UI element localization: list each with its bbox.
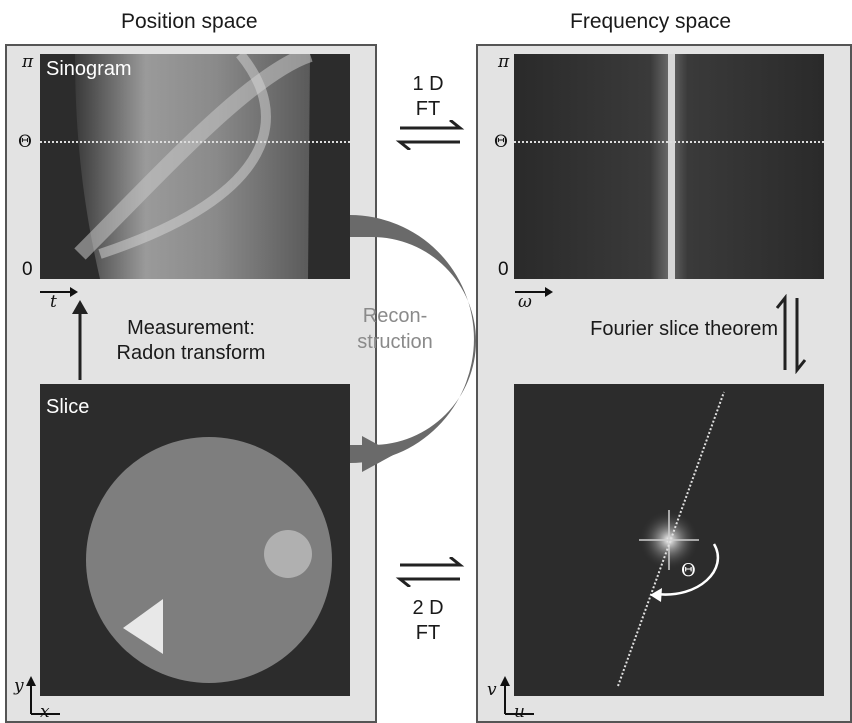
fourier-slice-theorem-caption: Fourier slice theorem: [590, 318, 778, 340]
sinogram-label: Sinogram: [46, 58, 132, 80]
slice-label: Slice: [46, 396, 90, 418]
ft-1d-arrows: [395, 120, 465, 150]
sinogram-image: Sinogram: [40, 54, 350, 279]
slice-triangle: [123, 599, 163, 654]
frequency-x-arrow: [515, 287, 553, 297]
measurement-arrow: [72, 300, 88, 380]
fourier-y-label: v: [487, 680, 497, 700]
measurement-caption: Measurement: Radon transform: [96, 316, 286, 366]
fourier-x-label: u: [514, 702, 525, 722]
angle-arc: [655, 543, 720, 596]
frequency-center-line: [668, 54, 675, 279]
sinogram-x-label: t: [50, 292, 57, 312]
reconstruction-label: Recon- struction: [330, 303, 460, 355]
slice-y-label: y: [14, 676, 24, 696]
slice-small-circle: [264, 530, 312, 578]
fourier-2d-image: Θ: [514, 384, 824, 696]
ft-2d-arrows: [395, 557, 465, 587]
slice-graphic: [40, 384, 350, 696]
measurement-line2: Radon transform: [116, 342, 266, 364]
fourier-axes: [500, 676, 534, 715]
frequency-sinogram-image: [514, 54, 824, 279]
frequency-space-heading: Frequency space: [570, 10, 732, 33]
frequency-y-mid: Θ: [494, 132, 508, 152]
position-space-heading: Position space: [121, 10, 258, 33]
ft-1d-line2: FT: [415, 98, 441, 120]
ft-2d-line1: 2 D: [412, 597, 444, 619]
reconstruction-line2: struction: [357, 331, 433, 353]
fourier-angle-label: Θ: [681, 560, 696, 581]
sinogram-x-arrow: [40, 287, 78, 297]
reconstruction-arrowhead: [362, 436, 395, 472]
fourier-slice-line: [617, 391, 725, 687]
frequency-y-bottom: 0: [498, 259, 509, 280]
slice-axes: [26, 676, 60, 715]
fourier-slice-theorem-arrows: [776, 294, 806, 374]
sinogram-y-bottom: 0: [22, 259, 33, 280]
frequency-y-top: π: [498, 52, 510, 72]
slice-image: Slice: [40, 384, 350, 696]
frequency-sinogram-graphic: [514, 54, 824, 279]
ft-2d-caption: 2 D FT: [388, 596, 468, 646]
ft-1d-line1: 1 D: [412, 73, 444, 95]
ft-1d-caption: 1 D FT: [388, 72, 468, 122]
measurement-line1: Measurement:: [127, 317, 255, 339]
sinogram-y-top: π: [22, 52, 34, 72]
fourier-2d-graphic: [514, 384, 824, 696]
sinogram-graphic: [40, 54, 350, 279]
reconstruction-line1: Recon-: [362, 305, 428, 327]
sinogram-y-mid: Θ: [18, 132, 32, 152]
ft-2d-line2: FT: [415, 622, 441, 644]
frequency-x-label: ω: [518, 292, 532, 312]
slice-x-label: x: [40, 702, 50, 722]
